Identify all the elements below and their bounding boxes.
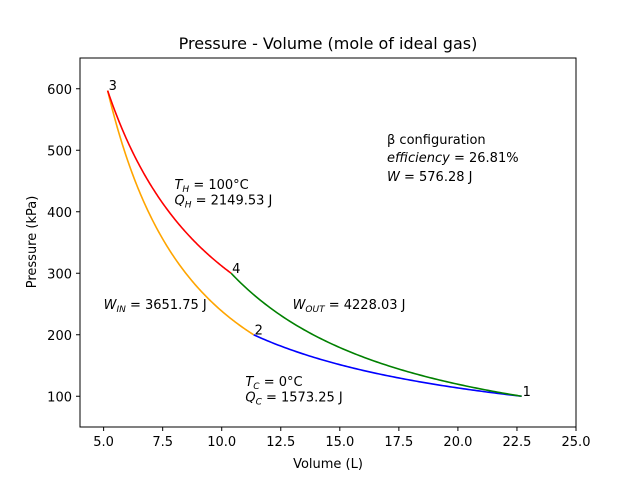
annotation-qh: QH = 2149.53 J [174,193,272,210]
annotation-tc: TC = 0°C [245,375,302,392]
x-tick-label: 5.0 [93,435,114,450]
curve-3-4 [106,90,232,274]
y-tick-label: 600 [47,83,72,98]
info-block: β configuration efficiency = 26.81% W = 57… [387,133,519,185]
annotation-win: WIN = 3651.75 J [104,298,207,315]
x-axis-label: Volume (L) [293,457,363,472]
y-tick-label: 400 [47,206,72,221]
annotation-th: TH = 100°C [174,178,248,195]
x-tick-label: 10.0 [207,435,236,450]
annotations-layer: TH = 100°CQH = 2149.53 J WIN = 3651.75 J W… [104,178,406,407]
y-tick-label: 300 [47,267,72,282]
y-tick-label: 100 [47,390,72,405]
curve-4-1 [230,272,522,398]
y-axis: 100 200 300 400 500 600 [47,83,80,405]
curve-1-2 [253,334,522,398]
y-axis-label: Pressure (kPa) [25,196,40,289]
annotation-wout: WOUT = 4228.03 J [293,298,406,315]
point-label-2: 2 [255,323,263,338]
point-label-1: 1 [523,385,531,400]
x-tick-label: 20.0 [443,435,472,450]
plot-frame [79,57,577,428]
point-label-3: 3 [109,79,117,94]
y-tick-label: 200 [47,329,72,344]
point-labels-layer: 1 2 3 4 [109,79,531,400]
y-tick-label: 500 [47,144,72,159]
curves-layer [106,90,522,398]
info-work: W = 576.28 J [387,170,472,185]
x-tick-label: 12.5 [266,435,295,450]
info-config: β configuration [387,133,486,148]
x-tick-label: 15.0 [325,435,354,450]
x-tick-label: 25.0 [562,435,591,450]
curve-2-3 [106,90,255,336]
info-efficiency: efficiency = 26.81% [387,151,519,166]
x-tick-label: 22.5 [502,435,531,450]
annotation-qc: QC = 1573.25 J [245,390,342,407]
point-label-4: 4 [232,262,240,277]
x-axis: 5.0 7.5 10.0 12.5 15.0 17.5 20.0 22.5 25.0 [93,427,590,450]
x-tick-label: 7.5 [152,435,173,450]
chart-title: Pressure - Volume (mole of ideal gas) [179,34,478,53]
x-tick-label: 17.5 [384,435,413,450]
